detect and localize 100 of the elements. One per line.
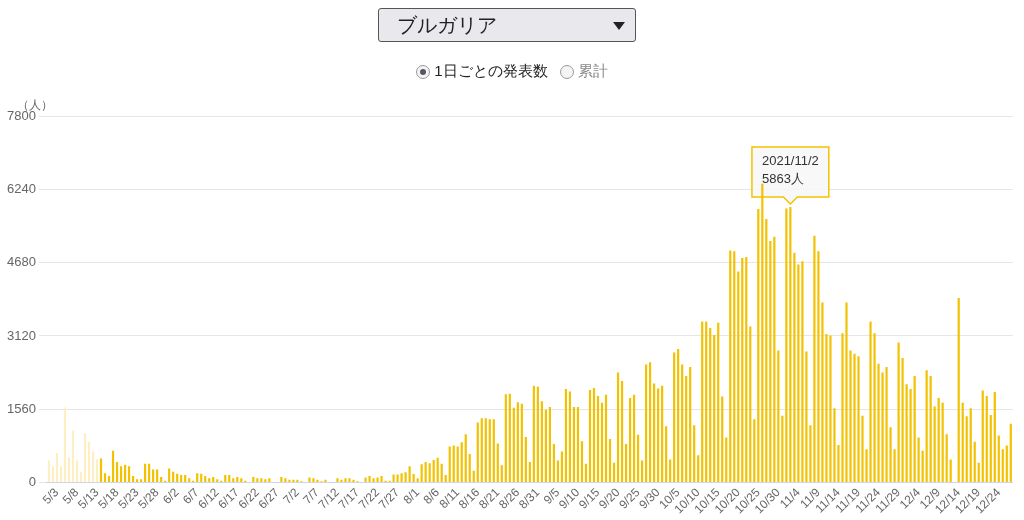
bar	[592, 388, 596, 483]
bar	[75, 460, 79, 483]
bar	[801, 261, 804, 483]
chart-title: ブルガリア	[397, 14, 497, 36]
bar	[420, 464, 423, 483]
bar	[777, 350, 780, 483]
bar	[857, 356, 860, 483]
bar	[204, 476, 207, 483]
bar	[981, 390, 984, 483]
bar	[721, 396, 724, 483]
bar	[312, 478, 315, 483]
bar	[697, 455, 700, 483]
bar	[705, 321, 708, 483]
bar	[945, 434, 948, 483]
bar	[588, 390, 592, 483]
bar	[729, 250, 732, 483]
bar	[632, 394, 636, 483]
y-tick-label: 3120	[7, 327, 36, 343]
bar	[961, 402, 964, 483]
bar	[51, 466, 55, 483]
bar	[741, 257, 744, 483]
bar	[119, 466, 123, 483]
bar	[556, 460, 560, 483]
bar	[769, 241, 772, 483]
bar	[55, 452, 59, 483]
bar	[67, 457, 71, 483]
bar	[196, 473, 199, 483]
bar	[1005, 445, 1008, 483]
x-tick-label: 6/2	[159, 485, 182, 507]
bar	[657, 388, 660, 483]
bar	[536, 386, 539, 483]
bar	[921, 450, 924, 483]
bar	[115, 461, 119, 483]
x-tick-label: 7/2	[280, 485, 303, 507]
bar	[460, 442, 463, 483]
bar	[264, 479, 267, 483]
bar	[292, 479, 295, 483]
bar	[665, 426, 668, 483]
annotation: 2021/11/2 5863人	[761, 153, 819, 187]
bar	[584, 463, 588, 483]
bar	[240, 478, 243, 483]
bar	[484, 418, 487, 483]
bar	[797, 264, 800, 483]
bar	[540, 401, 543, 483]
bar	[989, 414, 992, 483]
bar	[765, 218, 768, 483]
bar	[693, 425, 696, 483]
bar	[500, 465, 503, 483]
bar	[897, 342, 900, 483]
bar	[685, 375, 688, 483]
bar	[789, 207, 792, 483]
bar	[228, 475, 231, 483]
bar	[757, 209, 760, 483]
bar	[452, 445, 455, 483]
bar	[316, 479, 319, 483]
bar	[480, 418, 483, 483]
bar	[612, 462, 616, 483]
bar	[340, 479, 343, 483]
bar	[709, 327, 712, 483]
bar	[364, 477, 367, 483]
bar	[468, 453, 471, 483]
bar	[604, 394, 608, 483]
bar	[284, 478, 287, 483]
bar	[745, 256, 748, 483]
bar	[232, 478, 235, 483]
bar	[236, 476, 239, 483]
bar	[47, 460, 51, 483]
y-tick-label: 6240	[7, 180, 36, 196]
bar	[640, 460, 644, 483]
bar	[280, 476, 283, 483]
bar	[424, 461, 427, 483]
bar	[937, 397, 940, 483]
bar	[725, 437, 728, 483]
bar	[717, 322, 720, 483]
bar	[260, 478, 263, 483]
bar	[681, 364, 684, 483]
bar	[372, 478, 375, 483]
bar	[416, 478, 419, 483]
bar	[689, 366, 692, 483]
bar	[713, 335, 716, 483]
bar	[576, 406, 580, 483]
bar	[917, 437, 920, 483]
bar	[107, 476, 111, 483]
bar	[544, 409, 547, 483]
bar	[160, 476, 163, 483]
bar	[1009, 423, 1012, 483]
bar	[620, 381, 624, 483]
bar	[516, 402, 519, 483]
bar	[111, 450, 115, 483]
bar	[580, 441, 584, 483]
bar	[548, 406, 552, 483]
bar	[131, 476, 135, 483]
bar	[985, 396, 988, 483]
bar	[793, 252, 796, 483]
text: 累計	[577, 62, 608, 81]
y-tick-label: 1560	[7, 400, 36, 416]
bar	[152, 469, 155, 483]
bar	[488, 419, 491, 483]
bar	[616, 372, 620, 483]
bar	[212, 476, 215, 483]
